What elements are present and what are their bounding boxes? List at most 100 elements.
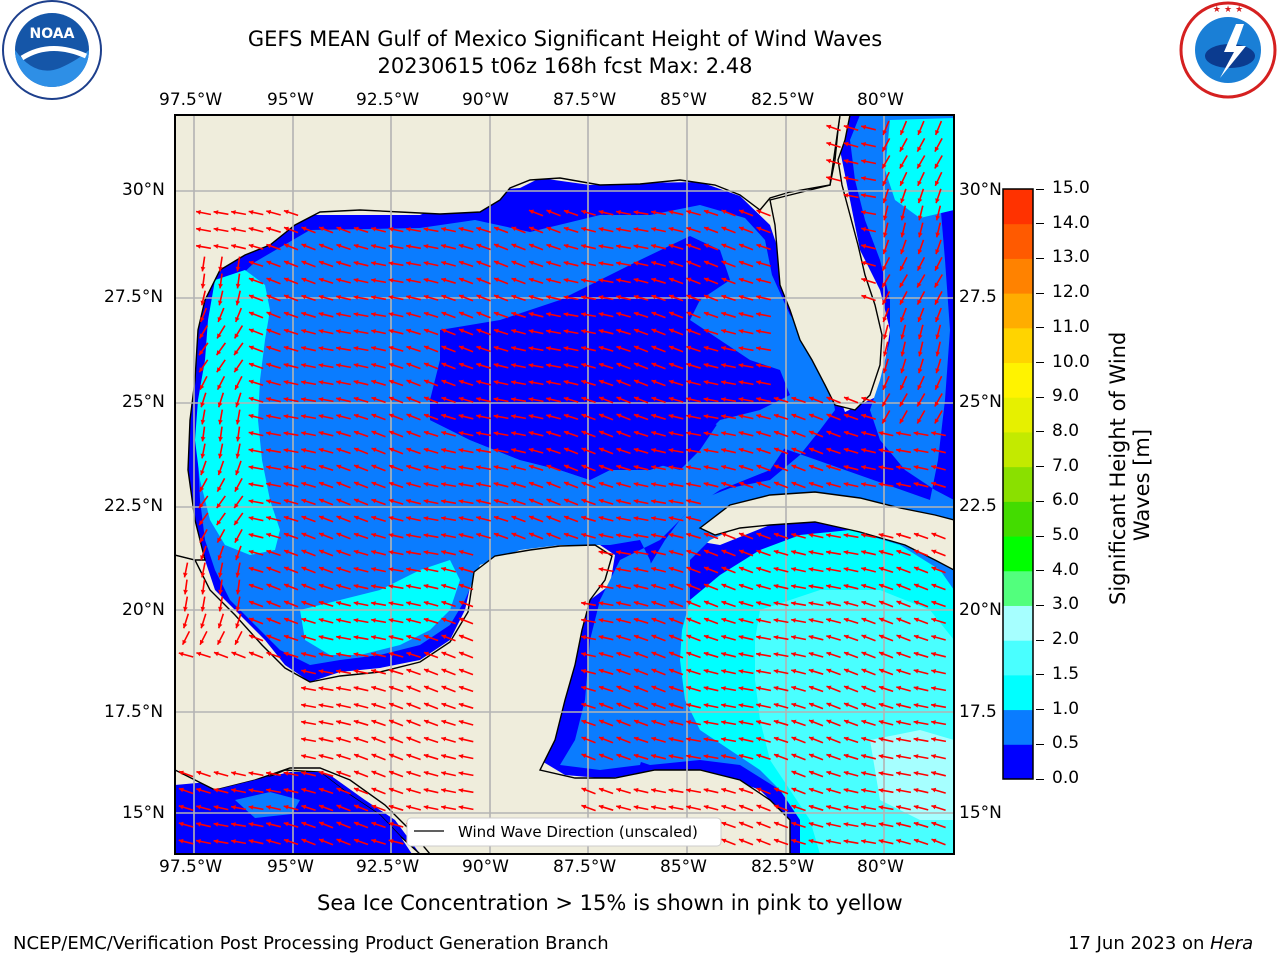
wave-direction-arrowhead [633,516,639,521]
wave-direction-arrowhead [738,703,744,708]
wave-direction-arrowhead [686,651,692,657]
wave-direction-arrowhead [371,430,377,436]
wave-direction-arrowhead [248,482,254,487]
wave-direction-arrowhead [196,651,202,657]
wave-direction-arrowhead [218,419,223,425]
wave-direction-arrowhead [319,243,324,249]
wave-direction-arrowhead [686,226,692,232]
wave-direction-arrowhead [371,567,376,572]
wave-direction-arrowhead [353,549,359,555]
wave-direction-arrowhead [318,277,324,283]
wave-direction-arrowhead [301,414,306,419]
colorbar-tick-label: 4.0 [1052,559,1080,580]
wave-direction-arrowhead [423,550,429,555]
wave-direction-arrowhead [739,549,744,555]
wave-direction-arrowhead [353,618,359,623]
wave-direction-arrowhead [546,532,552,538]
wave-direction-arrowhead [686,277,692,283]
wave-direction-arrowhead [234,503,239,509]
wave-direction-arrowhead [458,448,464,453]
wave-direction-arrowhead [879,634,884,640]
wave-direction-arrowhead [283,397,289,402]
wave-direction-arrowhead [651,311,657,317]
wave-direction-arrowhead [808,584,814,589]
wave-direction-arrowhead [703,448,709,453]
colorbar-segment [1003,189,1033,225]
wave-direction-arrowhead [878,754,884,759]
wave-direction-arrowhead [581,312,586,317]
wave-direction-arrowhead [616,379,622,385]
wave-direction-arrowhead [808,567,814,572]
wave-direction-arrowhead [917,317,923,322]
wave-direction-arrowhead [917,299,922,305]
wave-direction-arrowhead [200,384,205,390]
lat-label-left: 15°N [122,803,165,823]
wave-direction-arrowhead [318,652,324,657]
wave-direction-arrowhead [248,516,254,521]
wave-direction-arrowhead [878,737,884,742]
wave-direction-arrowhead [878,431,884,436]
wave-direction-arrowhead [301,549,307,555]
wave-direction-arrowhead [423,533,429,538]
wave-direction-arrowhead [319,532,324,538]
wave-direction-arrowhead [756,736,762,742]
wave-direction-arrowhead [861,668,867,674]
wave-direction-arrowhead [738,311,744,317]
wave-direction-arrowhead [183,589,188,595]
wave-direction-arrowhead [318,430,324,436]
wave-direction-arrowhead [581,346,586,351]
wave-direction-arrowhead [882,384,887,390]
wave-direction-arrowhead [301,737,306,742]
wave-direction-arrowhead [235,623,240,629]
wave-direction-arrowhead [756,821,762,827]
wave-direction-arrowhead [318,617,324,623]
wave-direction-arrowhead [388,787,394,793]
wave-direction-arrowhead [266,465,271,470]
wave-direction-arrowhead [651,430,657,436]
colorbar-tick-label: 11.0 [1052,316,1090,337]
wave-direction-arrowhead [476,328,482,334]
wave-direction-arrowhead [934,299,940,305]
wave-direction-arrowhead [721,346,726,351]
wave-direction-arrowhead [756,397,761,402]
wave-direction-arrowhead [353,702,359,708]
wave-direction-arrowhead [336,618,341,623]
wave-direction-arrowhead [686,668,692,674]
wave-direction-arrowhead [476,482,481,487]
wave-direction-arrowhead [896,634,902,640]
wave-direction-arrowhead [235,266,241,272]
wave-direction-arrowhead [213,839,219,844]
wave-direction-arrowhead [441,533,446,538]
wave-direction-arrowhead [301,770,307,776]
wave-height-field-lightest [870,730,954,820]
wave-direction-arrowhead [668,532,674,538]
wave-direction-arrowhead [563,379,569,385]
wave-direction-arrowhead [598,328,604,334]
wave-direction-arrowhead [651,482,656,487]
wave-direction-arrowhead [388,328,394,334]
map-panel: Wind Wave Direction (unscaled) [174,114,955,855]
wave-direction-arrowhead [739,243,744,249]
wave-direction-arrowhead [686,788,691,793]
wave-direction-arrowhead [826,396,832,402]
wave-direction-arrowhead [248,448,254,453]
wave-direction-arrowhead [546,243,552,249]
wave-direction-arrowhead [213,210,219,215]
wave-direction-arrowhead [371,498,377,504]
wave-direction-arrowhead [476,499,481,504]
wave-direction-arrowhead [703,804,709,810]
wave-direction-arrowhead [581,532,587,538]
wave-direction-arrowhead [633,430,639,436]
wave-direction-arrowhead [196,839,201,844]
wave-direction-arrowhead [826,124,832,130]
wave-direction-arrowhead [703,362,709,368]
wave-direction-arrowhead [721,464,727,470]
wave-direction-arrowhead [896,685,902,691]
wave-direction-arrowhead [458,771,464,776]
wave-direction-arrowhead [441,260,447,266]
wave-direction-arrowhead [301,669,306,674]
wave-direction-arrowhead [336,226,342,232]
wave-direction-arrowhead [283,209,289,215]
wave-direction-arrowhead [896,838,902,844]
colorbar-segment [1003,674,1033,711]
